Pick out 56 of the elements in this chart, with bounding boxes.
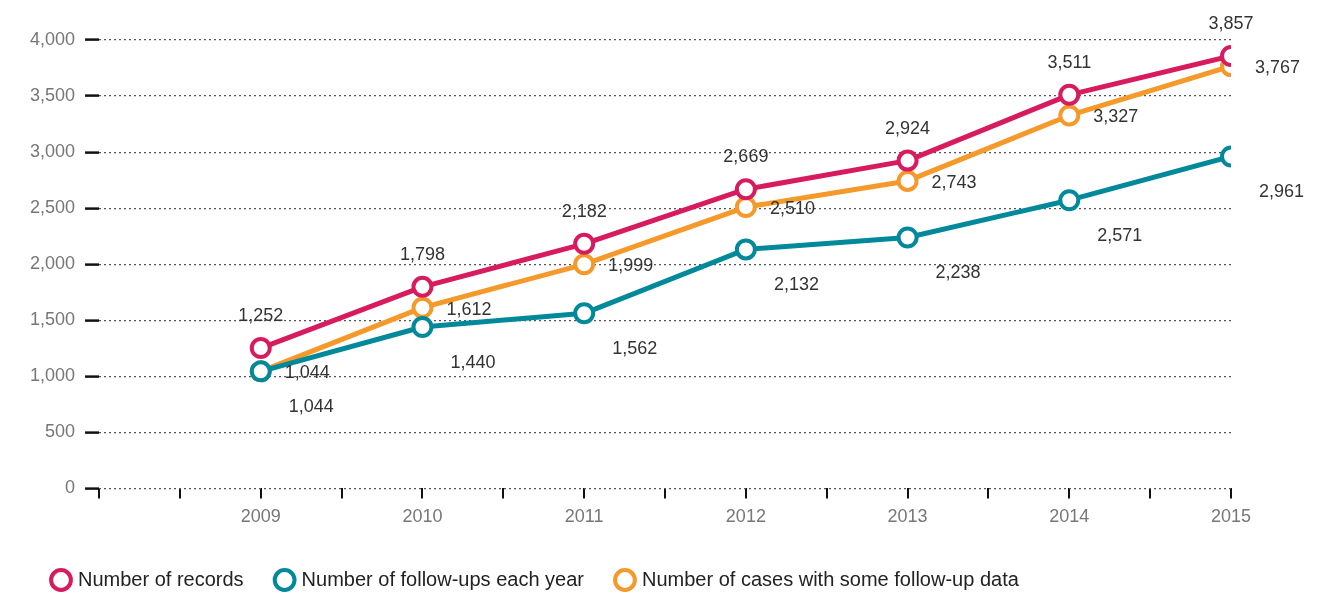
point [411, 296, 434, 319]
point [249, 337, 272, 360]
x-tick-label: 2012 [725, 506, 766, 527]
data-label: 1,440 [450, 351, 496, 372]
y-tick-label: 3,500 [30, 85, 76, 106]
data-label: 3,327 [1093, 106, 1139, 127]
point [1058, 189, 1081, 212]
y-tick-label: 4,000 [30, 28, 76, 49]
y-tick-label: 3,000 [30, 141, 76, 162]
data-label: 2,669 [723, 146, 769, 167]
point [896, 226, 919, 249]
point [411, 275, 434, 298]
legend-label: Number of cases with some follow-up data [641, 567, 1020, 590]
point [573, 302, 596, 325]
y-tick-label: 0 [65, 477, 76, 498]
data-label: 3,511 [1047, 51, 1092, 72]
y-tick-label: 500 [45, 421, 76, 442]
data-label: 1,044 [284, 362, 330, 383]
x-tick-label: 2009 [240, 506, 281, 527]
data-label: 2,924 [885, 117, 931, 138]
point [1058, 104, 1081, 127]
x-tick-label: 2014 [1049, 506, 1090, 527]
data-label: 3,767 [1255, 57, 1301, 78]
point [896, 149, 919, 172]
data-label: 1,044 [288, 396, 334, 417]
point [573, 232, 596, 255]
x-tick-label: 2010 [402, 506, 443, 527]
data-label: 1,999 [608, 255, 654, 276]
y-tick-label: 1,000 [30, 365, 76, 386]
point [411, 315, 434, 338]
x-tick-label: 2015 [1210, 506, 1252, 527]
point [734, 178, 757, 201]
legend-label: Number of records [78, 567, 244, 590]
data-label: 2,743 [931, 171, 977, 192]
data-label: 2,238 [935, 262, 981, 283]
data-label: 1,252 [238, 305, 284, 326]
point [734, 238, 757, 261]
point [734, 196, 757, 219]
data-label: 2,132 [773, 274, 819, 295]
data-label: 1,612 [446, 298, 492, 319]
x-tick-label: 2011 [564, 506, 604, 527]
y-tick-label: 2,000 [30, 253, 76, 274]
data-label: 2,182 [561, 200, 607, 221]
y-tick-label: 1,500 [30, 309, 76, 330]
data-label: 1,798 [399, 243, 445, 264]
data-label: 1,562 [612, 338, 658, 359]
data-label: 2,510 [769, 198, 815, 218]
data-label: 3,857 [1208, 13, 1254, 33]
point [1058, 83, 1081, 106]
x-tick-label: 2013 [887, 506, 928, 527]
data-label: 2,571 [1097, 225, 1143, 246]
point [896, 169, 919, 192]
point [573, 253, 596, 276]
y-tick-label: 2,500 [30, 197, 76, 218]
data-label: 2,961 [1259, 181, 1305, 202]
legend-label: Number of follow-ups each year [301, 567, 585, 590]
